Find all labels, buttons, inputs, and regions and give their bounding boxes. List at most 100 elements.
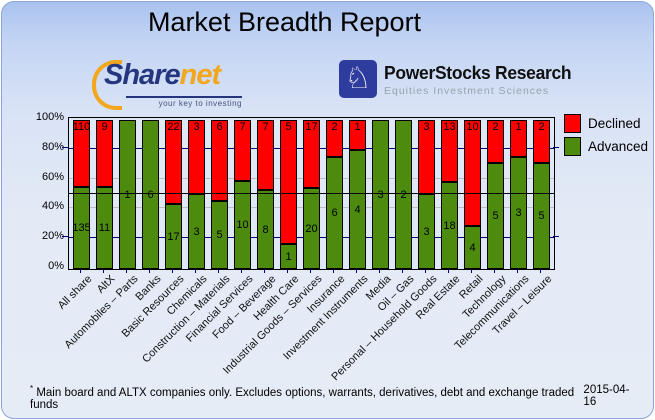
advanced-value: 6: [331, 207, 338, 219]
x-axis-tick: [333, 269, 334, 273]
x-axis-tick: [402, 269, 403, 273]
declined-value: 3: [193, 121, 200, 133]
y-axis-label: 80%: [41, 141, 64, 153]
declined-segment: 2: [487, 120, 504, 163]
powerstocks-tagline: Equities Investment Sciences: [384, 85, 550, 97]
bar-real-estate: 13 18: [438, 120, 461, 269]
declined-value: 2: [331, 121, 338, 133]
legend-item-advanced: Advanced: [564, 137, 648, 156]
bar-industrial-goods-services: 17 20: [300, 120, 323, 269]
advanced-segment: 18: [441, 182, 458, 269]
bar-financial-services: 7 10: [231, 120, 254, 269]
breadth-chart-plot: 110 135 9 11 1 6 22 17 3 3 6 5 7 10 7 8 5 1 17 20 2 6 1 4 3 2 3 3 13…: [68, 117, 555, 270]
x-axis-tick: [264, 269, 265, 273]
advanced-value: 17: [167, 230, 180, 243]
advanced-value: 3: [377, 188, 384, 201]
x-axis-tick: [310, 269, 311, 273]
declined-segment: 10: [464, 120, 481, 226]
advanced-segment: 17: [165, 204, 182, 269]
declined-value: 10: [466, 121, 479, 133]
advanced-value: 18: [443, 219, 456, 232]
declined-segment: 22: [165, 120, 182, 204]
declined-segment: 6: [211, 120, 228, 201]
advanced-segment: 3: [372, 120, 389, 269]
x-axis-tick: [172, 269, 173, 273]
x-axis-tick: [218, 269, 219, 273]
sharenet-logo: Sharenet your key to investing: [92, 58, 252, 110]
bar-banks: 6: [139, 120, 162, 269]
x-axis-tick: [379, 269, 380, 273]
declined-value: 1: [354, 121, 361, 133]
x-axis-tick: [540, 269, 541, 273]
declined-segment: 3: [418, 120, 435, 194]
advanced-segment: 135: [72, 187, 91, 269]
declined-segment: 17: [303, 120, 320, 188]
bar-media: 3: [369, 120, 392, 269]
x-axis-tick: [103, 269, 104, 273]
declined-segment: 7: [257, 120, 274, 190]
advanced-swatch: [564, 137, 581, 156]
sharenet-underline: [126, 96, 242, 98]
declined-swatch: [564, 114, 581, 133]
page-title: Market Breadth Report: [147, 7, 422, 37]
y-axis-tick: [62, 236, 68, 237]
powerstocks-logo: ♘ PowerStocks Research Equities Investme…: [339, 60, 577, 98]
advanced-segment: 2: [395, 120, 412, 269]
declined-value: 2: [492, 121, 499, 133]
y-axis-label: 0%: [48, 260, 64, 272]
bar-oil-gas: 2: [392, 120, 415, 269]
advanced-value: 5: [538, 210, 545, 222]
x-axis-tick: [195, 269, 196, 273]
declined-segment: 7: [234, 120, 251, 181]
declined-value: 3: [423, 121, 430, 133]
advanced-segment: 10: [234, 181, 251, 269]
advanced-value: 5: [492, 210, 499, 222]
bar-automobiles-parts: 1: [116, 120, 139, 269]
declined-value: 6: [216, 121, 223, 133]
declined-segment: 1: [510, 120, 527, 157]
declined-value: 22: [167, 121, 180, 133]
declined-segment: 110: [73, 120, 90, 187]
y-axis-label: 100%: [35, 111, 64, 123]
declined-value: 5: [285, 121, 292, 133]
x-axis-tick: [287, 269, 288, 273]
declined-segment: 9: [96, 120, 113, 187]
report-date: 2015-04-16: [583, 384, 630, 409]
advanced-segment: 20: [303, 188, 320, 269]
advanced-segment: 6: [142, 120, 159, 269]
advanced-value: 1: [285, 250, 292, 263]
bar-retail: 10 4: [461, 120, 484, 269]
x-axis-tick: [149, 269, 150, 273]
x-axis-tick: [356, 269, 357, 273]
advanced-value: 6: [147, 188, 154, 201]
x-axis-tick: [126, 269, 127, 273]
x-axis-tick: [241, 269, 242, 273]
advanced-segment: 1: [119, 120, 136, 269]
declined-value: 2: [538, 121, 545, 133]
declined-value: 7: [239, 121, 246, 133]
x-axis-tick: [80, 269, 81, 273]
declined-value: 13: [443, 121, 456, 133]
advanced-segment: 8: [257, 190, 274, 269]
advanced-segment: 3: [188, 194, 205, 269]
advanced-segment: 6: [326, 157, 343, 269]
chess-knight-icon: ♘: [339, 60, 377, 98]
sharenet-word-net: net: [179, 59, 221, 91]
advanced-segment: 4: [349, 150, 366, 269]
y-axis-tick: [553, 147, 559, 148]
advanced-value: 3: [515, 207, 522, 219]
declined-segment: 3: [188, 120, 205, 194]
footnote-mark: *: [30, 384, 34, 394]
advanced-segment: 3: [418, 194, 435, 269]
x-axis-tick: [517, 269, 518, 273]
legend-label-advanced: Advanced: [588, 139, 649, 154]
advanced-segment: 11: [96, 187, 113, 269]
chart-legend: Declined Advanced: [564, 114, 648, 160]
y-axis-tick: [62, 147, 68, 148]
